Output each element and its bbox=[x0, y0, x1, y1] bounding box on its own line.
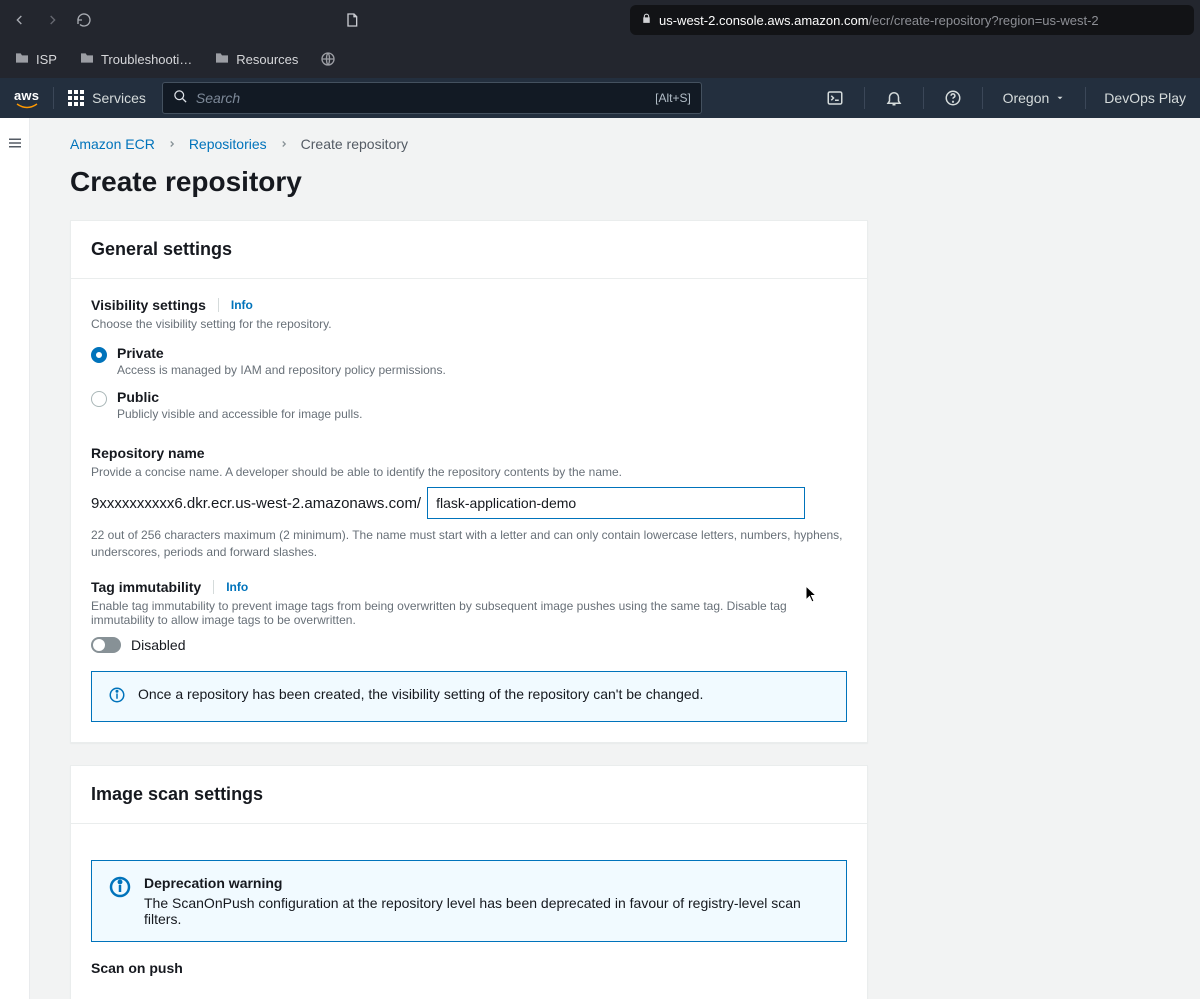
visibility-option-public[interactable]: Public Publicly visible and accessible f… bbox=[91, 383, 847, 427]
divider bbox=[864, 87, 865, 109]
services-label: Services bbox=[92, 90, 146, 106]
field-tag-immutability: Tag immutability Info Enable tag immutab… bbox=[91, 579, 847, 653]
chevron-down-icon bbox=[1055, 93, 1065, 103]
folder-icon bbox=[214, 50, 230, 69]
region-selector[interactable]: Oregon bbox=[997, 90, 1072, 106]
forward-button[interactable] bbox=[38, 6, 66, 34]
field-scan-on-push: Scan on push bbox=[91, 960, 847, 976]
tag-immutability-label: Tag immutability bbox=[91, 579, 201, 595]
option-desc: Access is managed by IAM and repository … bbox=[117, 363, 446, 377]
deprecation-title: Deprecation warning bbox=[144, 875, 830, 891]
repo-name-label: Repository name bbox=[91, 445, 205, 461]
folder-icon bbox=[14, 50, 30, 69]
panel-image-scan: Image scan settings Deprecation warning … bbox=[70, 765, 868, 999]
aws-search[interactable]: Search [Alt+S] bbox=[162, 82, 702, 114]
tag-immutability-desc: Enable tag immutability to prevent image… bbox=[91, 599, 847, 627]
panel-general-settings: General settings Visibility settings Inf… bbox=[70, 220, 868, 743]
divider bbox=[982, 87, 983, 109]
repo-name-hint: 22 out of 256 characters maximum (2 mini… bbox=[91, 527, 847, 561]
aws-logo[interactable]: aws bbox=[14, 88, 39, 109]
option-title: Public bbox=[117, 389, 362, 405]
tag-immutability-toggle[interactable] bbox=[91, 637, 121, 653]
url-text: us-west-2.console.aws.amazon.com/ecr/cre… bbox=[659, 13, 1099, 28]
help-icon[interactable] bbox=[938, 83, 968, 113]
hamburger-icon bbox=[6, 134, 24, 152]
radio-icon bbox=[91, 347, 107, 363]
info-icon bbox=[108, 686, 126, 707]
cloudshell-icon[interactable] bbox=[820, 83, 850, 113]
browser-toolbar: us-west-2.console.aws.amazon.com/ecr/cre… bbox=[0, 0, 1200, 40]
breadcrumb: Amazon ECR Repositories Create repositor… bbox=[70, 132, 1170, 166]
divider bbox=[923, 87, 924, 109]
tag-immutability-state: Disabled bbox=[131, 637, 185, 653]
search-shortcut: [Alt+S] bbox=[655, 91, 691, 105]
tag-immutability-info-link[interactable]: Info bbox=[213, 580, 248, 594]
back-button[interactable] bbox=[6, 6, 34, 34]
visibility-desc: Choose the visibility setting for the re… bbox=[91, 317, 847, 331]
crumb-amazon-ecr[interactable]: Amazon ECR bbox=[70, 136, 155, 152]
reload-button[interactable] bbox=[70, 6, 98, 34]
field-visibility: Visibility settings Info Choose the visi… bbox=[91, 297, 847, 427]
lock-icon bbox=[640, 12, 653, 28]
radio-icon bbox=[91, 391, 107, 407]
visibility-alert: Once a repository has been created, the … bbox=[91, 671, 847, 722]
deprecation-alert: Deprecation warning The ScanOnPush confi… bbox=[91, 860, 847, 942]
browser-chrome: us-west-2.console.aws.amazon.com/ecr/cre… bbox=[0, 0, 1200, 78]
chevron-right-icon bbox=[279, 136, 289, 152]
aws-top-nav: aws Services Search [Alt+S] Oregon DevOp… bbox=[0, 78, 1200, 118]
panel-header: General settings bbox=[71, 221, 867, 279]
page-content: Amazon ECR Repositories Create repositor… bbox=[30, 118, 1200, 999]
repo-name-desc: Provide a concise name. A developer shou… bbox=[91, 465, 847, 479]
address-bar[interactable]: us-west-2.console.aws.amazon.com/ecr/cre… bbox=[630, 5, 1194, 35]
panel-title: General settings bbox=[91, 239, 847, 260]
bookmark-globe[interactable] bbox=[314, 47, 342, 71]
search-placeholder: Search bbox=[196, 90, 647, 106]
divider bbox=[53, 87, 54, 109]
account-label: DevOps Play bbox=[1104, 90, 1186, 106]
page-title: Create repository bbox=[70, 166, 1170, 198]
option-desc: Publicly visible and accessible for imag… bbox=[117, 407, 362, 421]
bookmark-isp[interactable]: ISP bbox=[8, 46, 63, 73]
deprecation-msg: The ScanOnPush configuration at the repo… bbox=[144, 895, 830, 927]
region-label: Oregon bbox=[1003, 90, 1050, 106]
reader-mode-icon[interactable] bbox=[338, 6, 366, 34]
repo-name-input[interactable] bbox=[427, 487, 805, 519]
field-repository-name: Repository name Provide a concise name. … bbox=[91, 445, 847, 561]
sidebar-toggle[interactable] bbox=[0, 118, 30, 999]
bookmark-label: Resources bbox=[236, 52, 298, 67]
crumb-current: Create repository bbox=[301, 136, 408, 152]
account-menu[interactable]: DevOps Play bbox=[1100, 90, 1190, 106]
bookmark-resources[interactable]: Resources bbox=[208, 46, 304, 73]
chevron-right-icon bbox=[167, 136, 177, 152]
bookmark-label: Troubleshooti… bbox=[101, 52, 192, 67]
notifications-icon[interactable] bbox=[879, 83, 909, 113]
panel-title: Image scan settings bbox=[91, 784, 847, 805]
visibility-option-private[interactable]: Private Access is managed by IAM and rep… bbox=[91, 339, 847, 383]
alert-text: Once a repository has been created, the … bbox=[138, 686, 703, 707]
info-icon bbox=[108, 875, 132, 927]
divider bbox=[1085, 87, 1086, 109]
search-icon bbox=[173, 89, 188, 107]
visibility-info-link[interactable]: Info bbox=[218, 298, 253, 312]
bookmark-troubleshoot[interactable]: Troubleshooti… bbox=[73, 46, 198, 73]
option-title: Private bbox=[117, 345, 446, 361]
folder-icon bbox=[79, 50, 95, 69]
scan-on-push-label: Scan on push bbox=[91, 960, 183, 976]
repo-name-prefix: 9xxxxxxxxxx6.dkr.ecr.us-west-2.amazonaws… bbox=[91, 495, 421, 512]
crumb-repositories[interactable]: Repositories bbox=[189, 136, 267, 152]
bookmark-label: ISP bbox=[36, 52, 57, 67]
grid-icon bbox=[68, 90, 84, 106]
panel-header: Image scan settings bbox=[71, 766, 867, 824]
visibility-label: Visibility settings bbox=[91, 297, 206, 313]
services-menu[interactable]: Services bbox=[68, 90, 146, 106]
bookmark-bar: ISP Troubleshooti… Resources bbox=[0, 40, 1200, 78]
